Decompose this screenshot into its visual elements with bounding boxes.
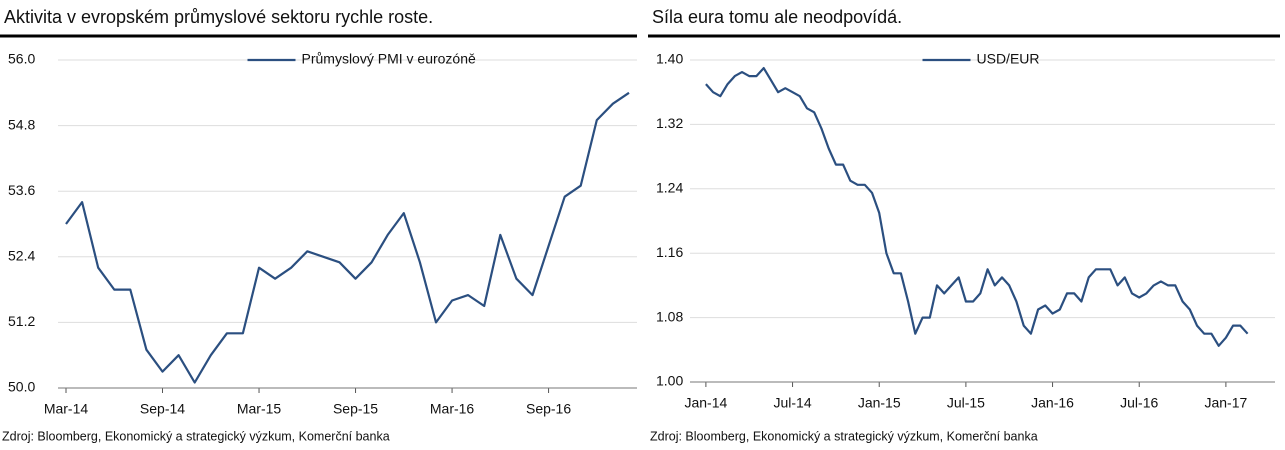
chart-title: Síla eura tomu ale neodpovídá. bbox=[652, 7, 902, 27]
x-tick-label: Jul-16 bbox=[1120, 395, 1158, 411]
x-tick-label: Sep-14 bbox=[140, 401, 185, 417]
y-tick-label: 52.4 bbox=[8, 248, 35, 264]
source-note: Zdroj: Bloomberg, Ekonomický a strategic… bbox=[2, 429, 390, 443]
data-line bbox=[65, 91, 630, 384]
data-line bbox=[705, 67, 1249, 347]
y-tick-label: 50.0 bbox=[8, 379, 35, 395]
y-tick-label: 56.0 bbox=[8, 51, 35, 67]
y-tick-label: 1.08 bbox=[656, 308, 683, 324]
x-tick-label: Jan-14 bbox=[684, 395, 727, 411]
chart-title: Aktivita v evropském průmyslové sektoru … bbox=[4, 7, 433, 27]
x-tick-label: Sep-16 bbox=[526, 401, 571, 417]
y-tick-label: 51.2 bbox=[8, 313, 35, 329]
x-tick-label: Jan-15 bbox=[858, 395, 901, 411]
x-tick-label: Jan-17 bbox=[1204, 395, 1247, 411]
x-tick-label: Mar-16 bbox=[430, 401, 475, 417]
y-tick-label: 54.8 bbox=[8, 116, 35, 132]
x-tick-label: Mar-15 bbox=[237, 401, 282, 417]
y-tick-label: 1.16 bbox=[656, 244, 683, 260]
y-tick-label: 1.40 bbox=[656, 51, 683, 67]
x-tick-label: Sep-15 bbox=[333, 401, 378, 417]
source-note: Zdroj: Bloomberg, Ekonomický a strategic… bbox=[650, 429, 1038, 443]
x-tick-label: Jul-14 bbox=[773, 395, 811, 411]
y-tick-label: 1.32 bbox=[656, 115, 683, 131]
x-tick-label: Jul-15 bbox=[947, 395, 985, 411]
x-tick-label: Jan-16 bbox=[1031, 395, 1074, 411]
legend-label: Průmyslový PMI v eurozóně bbox=[302, 51, 476, 67]
y-tick-label: 1.00 bbox=[656, 373, 683, 389]
y-tick-label: 53.6 bbox=[8, 182, 35, 198]
x-tick-label: Mar-14 bbox=[44, 401, 89, 417]
y-tick-label: 1.24 bbox=[656, 180, 683, 196]
legend-label: USD/EUR bbox=[977, 51, 1040, 67]
